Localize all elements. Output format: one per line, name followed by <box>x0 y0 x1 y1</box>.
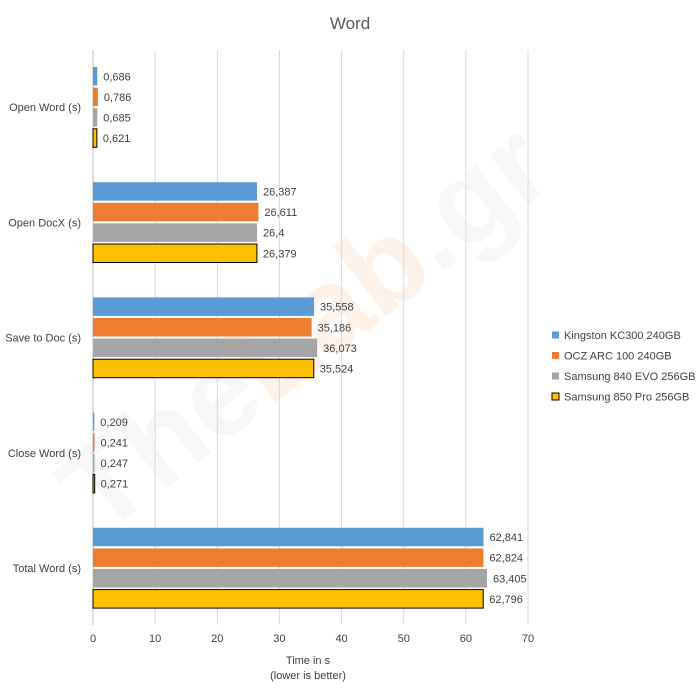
legend-swatch <box>551 392 560 401</box>
legend-label: Samsung 840 EVO 256GB <box>564 371 695 383</box>
data-label: 63,405 <box>493 573 527 585</box>
data-label: 62,824 <box>489 553 523 565</box>
bar <box>93 182 257 201</box>
bar <box>93 223 258 242</box>
legend-label: OCZ ARC 100 240GB <box>564 351 672 363</box>
bar <box>92 473 96 494</box>
x-tick-label: 70 <box>522 633 534 645</box>
data-label: 0,686 <box>103 71 131 83</box>
category-label: Save to Doc (s) <box>5 333 81 345</box>
data-label: 0,786 <box>104 92 132 104</box>
data-label: 0,685 <box>103 112 131 124</box>
bar <box>92 128 98 148</box>
legend-swatch <box>552 331 559 339</box>
legend-swatch <box>552 372 559 380</box>
bar <box>93 548 484 567</box>
data-label: 62,796 <box>489 594 523 606</box>
data-label: 26,611 <box>264 207 297 219</box>
category-label: Total Word (s) <box>13 563 81 575</box>
bar <box>93 412 95 432</box>
data-label: 26,4 <box>263 228 284 240</box>
data-label: 62,841 <box>490 532 524 544</box>
bar <box>92 243 258 263</box>
chart-title: Word <box>330 14 370 33</box>
data-label: 35,524 <box>320 363 354 375</box>
category-label: Open DocX (s) <box>8 217 81 229</box>
data-label: 0,209 <box>100 417 128 429</box>
bar <box>93 297 314 316</box>
data-label: 36,073 <box>323 343 357 355</box>
data-label: 0,271 <box>101 479 129 491</box>
legend-swatch <box>552 352 559 359</box>
bar <box>93 338 318 358</box>
x-tick-label: 0 <box>90 633 96 645</box>
bar <box>93 202 259 222</box>
bar <box>93 453 95 473</box>
bar <box>93 569 488 588</box>
bar <box>93 87 98 107</box>
data-label: 0,241 <box>100 437 128 449</box>
bar <box>93 433 95 452</box>
x-tick-label: 30 <box>273 633 285 645</box>
data-label: 35,558 <box>320 302 354 314</box>
x-tick-label: 40 <box>335 633 347 645</box>
bar <box>93 108 98 127</box>
data-label: 26,379 <box>263 248 297 260</box>
legend-label: Kingston KC300 240GB <box>564 330 681 342</box>
bar <box>93 67 98 86</box>
legend-label: Samsung 850 Pro 256GB <box>564 392 689 404</box>
x-tick-label: 20 <box>211 633 223 645</box>
category-label: Close Word (s) <box>8 448 81 460</box>
bar <box>92 358 315 379</box>
data-label: 0,621 <box>103 133 131 145</box>
legend: Kingston KC300 240GB OCZ ARC 100 240GB Sam… <box>551 330 695 404</box>
bar <box>93 527 484 547</box>
data-label: 26,387 <box>263 186 297 198</box>
x-axis-subtitle: (lower is better) <box>270 670 346 682</box>
data-label: 0,247 <box>101 458 129 470</box>
x-tick-label: 50 <box>398 633 410 645</box>
category-label: Open Word (s) <box>9 102 81 114</box>
x-axis-title: Time in s <box>286 655 331 667</box>
text-layer: Word Time in s (lower is better) Open Wo… <box>5 14 526 682</box>
bar-layer <box>92 67 488 609</box>
x-tick-label: 10 <box>149 633 161 645</box>
data-label: 35,186 <box>318 322 352 334</box>
bar <box>93 318 312 337</box>
bar <box>92 589 484 609</box>
x-tick-label: 60 <box>460 633 472 645</box>
